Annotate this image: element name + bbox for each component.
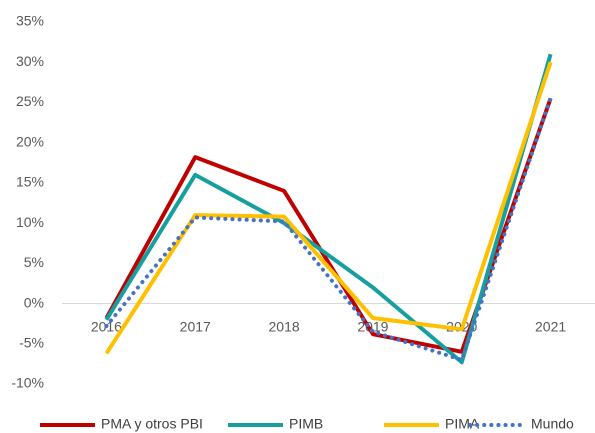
legend-label: PIMA xyxy=(445,416,480,432)
series-line xyxy=(104,96,553,362)
y-tick-label: 35% xyxy=(16,13,44,29)
y-tick-label: -10% xyxy=(11,375,44,391)
y-tick-label: 5% xyxy=(24,254,44,270)
x-tick-label: 2021 xyxy=(535,318,566,334)
y-tick-label: -5% xyxy=(19,334,44,350)
y-tick-label: 25% xyxy=(16,93,44,109)
series-line xyxy=(104,97,553,354)
x-tick-label: 2018 xyxy=(269,318,300,334)
y-tick-label: 10% xyxy=(16,214,44,230)
series-line xyxy=(104,61,553,355)
y-tick-label: 0% xyxy=(24,294,44,310)
y-tick-label: 20% xyxy=(16,133,44,149)
x-tick-label: 2017 xyxy=(180,318,211,334)
y-tick-label: 15% xyxy=(16,174,44,190)
legend-label: PMA y otros PBI xyxy=(101,416,203,432)
y-tick-label: 30% xyxy=(16,53,44,69)
series-line xyxy=(104,53,553,365)
legend-label: Mundo xyxy=(531,416,574,432)
legend-label: PIMB xyxy=(289,416,323,432)
